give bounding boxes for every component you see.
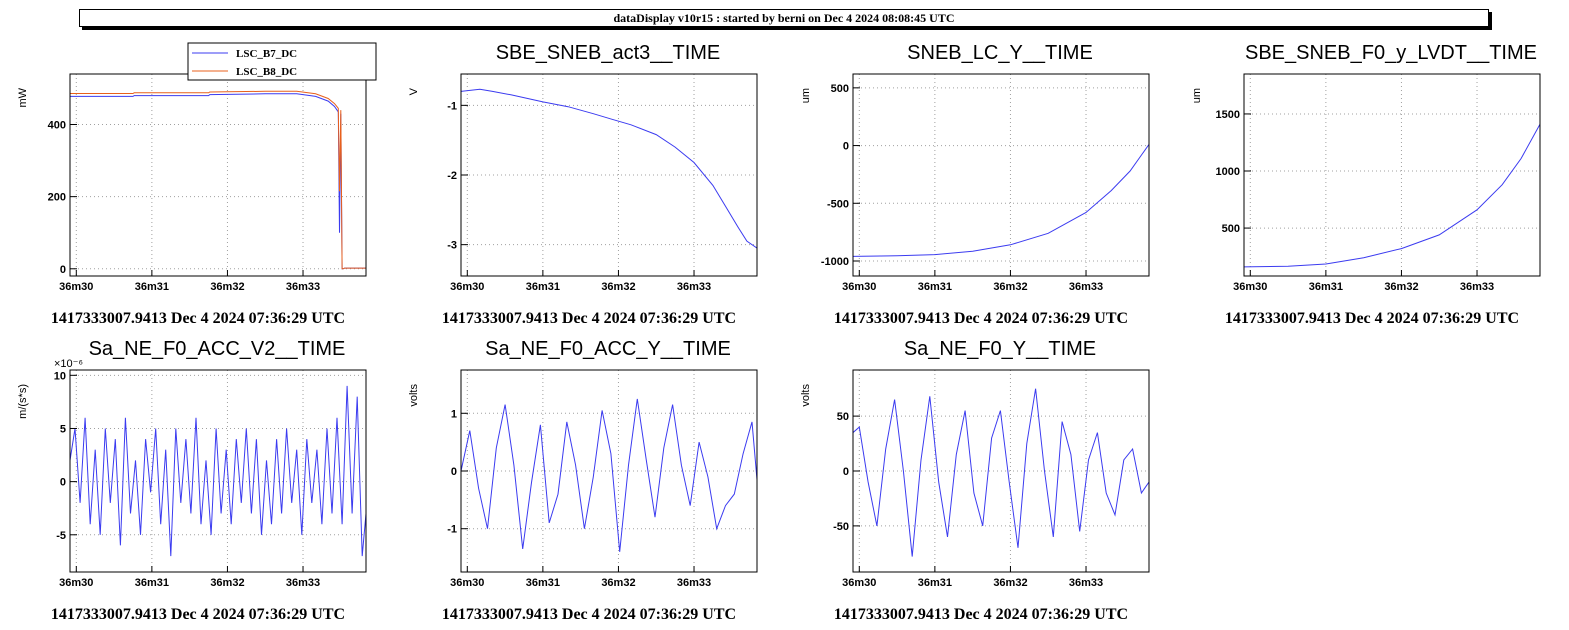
- y-tick-label: 1: [451, 408, 457, 420]
- x-tick-label: 36m32: [210, 577, 244, 589]
- plot-frame: [69, 369, 367, 573]
- chart-panel-3: SNEB_LC_Y__TIME 36m30 36m31 36m32 36m33 -1000…: [800, 42, 1150, 327]
- x-tick-label: 36m30: [450, 281, 484, 293]
- y-tick-label: 500: [1222, 223, 1240, 235]
- plot-frame: [69, 73, 367, 277]
- y-tick-label: 400: [48, 120, 66, 132]
- x-tick-label: 36m33: [1069, 281, 1103, 293]
- chart-title: SBE_SNEB_F0_y_LVDT__TIME: [1245, 42, 1537, 64]
- series-line-sbe-sneb-f0-y-lvdt: [1244, 123, 1540, 268]
- x-tick-label: 36m31: [526, 281, 560, 293]
- y-tick-label: 200: [48, 192, 66, 204]
- timestamp-footer: 1417333007.9413 Dec 4 2024 07:36:29 UTC: [1225, 310, 1519, 327]
- chart-panel-4: SBE_SNEB_F0_y_LVDT__TIME 36m30 36m31 36m32 3…: [1191, 42, 1541, 327]
- chart-title: SBE_SNEB_act3__TIME: [496, 42, 721, 64]
- timestamp-footer: 1417333007.9413 Dec 4 2024 07:36:29 UTC: [834, 606, 1128, 623]
- y-tick-label: -500: [827, 198, 849, 210]
- x-tick-label: 36m32: [601, 281, 635, 293]
- x-tick-label: 36m33: [1460, 281, 1494, 293]
- y-tick-label: -1000: [821, 256, 849, 268]
- y-tick-label: 50: [837, 411, 849, 423]
- chart-panel-5: Sa_NE_F0_ACC_V2__TIME 36m30 36m31 36m32 36m3…: [17, 338, 367, 623]
- legend-entry: LSC_B8_DC: [236, 66, 297, 78]
- x-tick-label: 36m32: [993, 577, 1027, 589]
- y-axis-unit: volts: [800, 384, 812, 407]
- series-line-lsc-b7-dc: [70, 93, 366, 270]
- y-tick-label: 1000: [1216, 166, 1240, 178]
- y-axis-exponent: ×10⁻⁶: [54, 358, 83, 370]
- timestamp-footer: 1417333007.9413 Dec 4 2024 07:36:29 UTC: [51, 310, 345, 327]
- y-tick-label: 10: [54, 370, 66, 382]
- x-tick-label: 36m31: [1309, 281, 1343, 293]
- x-tick-label: 36m33: [677, 281, 711, 293]
- y-tick-label: 5: [60, 423, 66, 435]
- y-tick-label: -1: [447, 100, 457, 112]
- x-tick-label: 36m32: [601, 577, 635, 589]
- chart-title: SNEB_LC_Y__TIME: [907, 42, 1093, 64]
- chart-title: Sa_NE_F0_ACC_V2__TIME: [89, 338, 346, 360]
- x-tick-label: 36m32: [210, 281, 244, 293]
- x-tick-label: 36m30: [59, 577, 93, 589]
- chart-panel-7: Sa_NE_F0_Y__TIME 36m30 36m31 36m32 36m33 -50 0…: [800, 338, 1150, 623]
- chart-title: Sa_NE_F0_Y__TIME: [904, 338, 1096, 360]
- legend-box: LSC_B7_DC LSC_B8_DC: [187, 42, 377, 81]
- x-tick-label: 36m31: [526, 577, 560, 589]
- series-line-sa-ne-f0-acc-v2: [70, 385, 366, 557]
- y-tick-label: 0: [843, 141, 849, 153]
- y-tick-label: -2: [447, 170, 457, 182]
- timestamp-footer: 1417333007.9413 Dec 4 2024 07:36:29 UTC: [51, 606, 345, 623]
- y-axis-unit: m/(s*s): [17, 384, 29, 419]
- chart-panel-6: Sa_NE_F0_ACC_Y__TIME 36m30 36m31 36m32 36m33…: [408, 338, 758, 623]
- x-tick-label: 36m33: [286, 281, 320, 293]
- x-tick-label: 36m31: [918, 577, 952, 589]
- x-tick-label: 36m31: [135, 281, 169, 293]
- x-tick-label: 36m30: [842, 281, 876, 293]
- y-tick-label: 500: [831, 83, 849, 95]
- plot-frame: [852, 73, 1150, 277]
- y-tick-label: 1500: [1216, 109, 1240, 121]
- series-line-lsc-b8-dc: [70, 90, 366, 270]
- x-tick-label: 36m32: [993, 281, 1027, 293]
- chart-panel-2: SBE_SNEB_act3__TIME 36m30 36m31 36m32 36m33 -…: [408, 42, 758, 327]
- series-line-sbe-sneb-act3: [461, 88, 757, 249]
- x-tick-label: 36m33: [286, 577, 320, 589]
- y-tick-label: 0: [451, 466, 457, 478]
- x-tick-label: 36m31: [918, 281, 952, 293]
- window-title: dataDisplay v10r15 : started by berni on…: [613, 11, 955, 25]
- x-tick-label: 36m30: [450, 577, 484, 589]
- y-axis-unit: volts: [408, 384, 420, 407]
- y-tick-label: 0: [60, 264, 66, 276]
- y-tick-label: -5: [56, 530, 66, 542]
- timestamp-footer: 1417333007.9413 Dec 4 2024 07:36:29 UTC: [442, 310, 736, 327]
- legend-entry: LSC_B7_DC: [236, 48, 297, 60]
- series-line-sa-ne-f0-acc-y: [461, 398, 757, 552]
- y-tick-label: -3: [447, 240, 457, 252]
- chart-title: Sa_NE_F0_ACC_Y__TIME: [485, 338, 731, 360]
- x-tick-label: 36m33: [1069, 577, 1103, 589]
- timestamp-footer: 1417333007.9413 Dec 4 2024 07:36:29 UTC: [834, 310, 1128, 327]
- x-tick-label: 36m30: [842, 577, 876, 589]
- x-tick-label: 36m33: [677, 577, 711, 589]
- x-tick-label: 36m30: [59, 281, 93, 293]
- x-tick-label: 36m32: [1384, 281, 1418, 293]
- y-axis-unit: V: [408, 87, 420, 95]
- y-axis-unit: um: [800, 88, 812, 103]
- chart-panel-1: 36m30 36m31 36m32 36m33 0 200 400 mW 1417333007.…: [17, 42, 377, 327]
- y-tick-label: -50: [833, 521, 849, 533]
- window-title-bar: dataDisplay v10r15 : started by berni on…: [79, 9, 1489, 27]
- x-tick-label: 36m31: [135, 577, 169, 589]
- series-line-sneb-lc-y: [853, 144, 1149, 257]
- y-axis-unit: mW: [17, 87, 29, 107]
- y-tick-label: 0: [60, 477, 66, 489]
- x-tick-label: 36m30: [1233, 281, 1267, 293]
- y-tick-label: -1: [447, 524, 457, 536]
- plot-frame: [1243, 73, 1541, 277]
- series-line-sa-ne-f0-y: [853, 388, 1149, 557]
- legend-frame: [187, 42, 377, 81]
- y-axis-unit: um: [1191, 88, 1203, 103]
- y-tick-label: 0: [843, 466, 849, 478]
- timestamp-footer: 1417333007.9413 Dec 4 2024 07:36:29 UTC: [442, 606, 736, 623]
